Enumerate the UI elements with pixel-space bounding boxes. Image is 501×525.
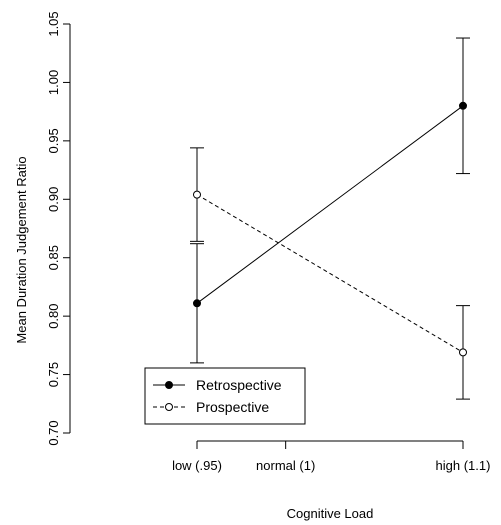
x-tick-label: high (1.1) — [436, 458, 491, 473]
y-tick-label: 0.80 — [46, 303, 61, 328]
y-tick-label: 0.90 — [46, 187, 61, 212]
legend-label: Prospective — [196, 399, 269, 415]
series-prospective — [190, 147, 470, 400]
y-axis-title: Mean Duration Judgement Ratio — [14, 156, 29, 343]
y-tick-label: 0.75 — [46, 362, 61, 387]
series-line — [196, 194, 464, 353]
plot-area — [190, 37, 470, 400]
x-tick-label: normal (1) — [256, 458, 315, 473]
data-point — [459, 348, 467, 357]
legend-marker — [165, 403, 173, 411]
series-retrospective — [190, 37, 470, 364]
legend-box — [144, 367, 306, 425]
y-tick-label: 0.70 — [46, 420, 61, 445]
data-point — [193, 299, 201, 308]
y-tick-label: 1.00 — [46, 70, 61, 95]
y-tick-label: 0.95 — [46, 128, 61, 153]
axes: 0.70 0.75 0.80 0.85 0.90 0.95 1.00 1.05 low (.95… — [46, 11, 490, 473]
series-line — [196, 105, 464, 304]
legend: Retrospective Prospective — [144, 367, 306, 425]
y-tick-label: 1.05 — [46, 11, 61, 36]
data-point — [459, 101, 467, 110]
y-tick-label: 0.85 — [46, 245, 61, 270]
x-tick-label: low (.95) — [172, 458, 222, 473]
legend-label: Retrospective — [196, 377, 282, 393]
data-point — [193, 190, 201, 199]
legend-marker — [165, 381, 173, 389]
x-axis-title: Cognitive Load — [287, 506, 374, 521]
